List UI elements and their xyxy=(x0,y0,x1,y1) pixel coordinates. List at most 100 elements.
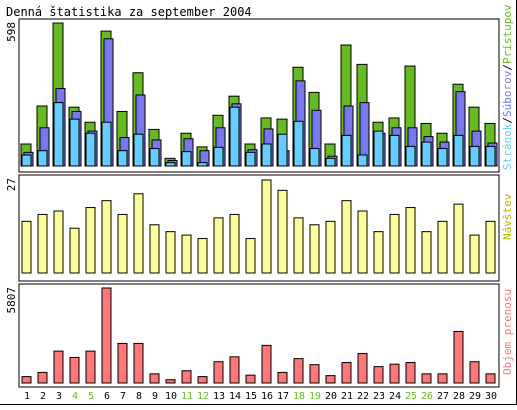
pages-bar-22 xyxy=(357,154,368,167)
chart-title: Denná štatistika za september 2004 xyxy=(6,5,252,19)
volume-bar-22 xyxy=(357,353,368,384)
pages-bar-28 xyxy=(453,134,464,167)
pages-bar-17 xyxy=(277,133,288,167)
ymax-label-volume: 5807 xyxy=(5,287,18,314)
pages-bar-14 xyxy=(229,106,240,167)
x-tick-label-23: 23 xyxy=(373,391,385,402)
x-tick-label-8: 8 xyxy=(136,391,142,402)
volume-bar-3 xyxy=(53,350,64,384)
volume-bar-9 xyxy=(149,373,160,384)
x-tick-label-13: 13 xyxy=(213,391,225,402)
x-tick-label-29: 29 xyxy=(469,391,481,402)
pages-bar-26 xyxy=(421,141,432,167)
volume-bar-30 xyxy=(485,373,496,384)
legend-hits-label: Prístupov xyxy=(501,4,514,64)
x-tick-label-24: 24 xyxy=(389,391,401,402)
bars-visits xyxy=(21,179,496,274)
legend-visits: Návštev xyxy=(501,193,514,240)
legend-pages: Stránok xyxy=(501,123,514,170)
volume-bar-23 xyxy=(373,366,384,384)
visits-bar-19 xyxy=(309,224,320,274)
pages-bar-6 xyxy=(101,121,112,167)
ymax-label-hits: 598 xyxy=(5,22,18,42)
legend-volume: Objem prenosu xyxy=(501,289,514,375)
volume-bar-18 xyxy=(293,358,304,384)
x-tick-label-28: 28 xyxy=(453,391,465,402)
volume-bar-4 xyxy=(69,356,80,384)
pages-bar-23 xyxy=(373,130,384,167)
visits-bar-14 xyxy=(229,213,240,274)
visits-bar-9 xyxy=(149,224,160,274)
visits-bar-6 xyxy=(101,200,112,274)
x-tick-label-7: 7 xyxy=(120,391,126,402)
volume-bar-25 xyxy=(405,362,416,384)
volume-bar-2 xyxy=(37,371,48,384)
volume-bar-15 xyxy=(245,374,256,384)
visits-bar-3 xyxy=(53,210,64,274)
panel-volume xyxy=(18,283,500,388)
pages-bar-18 xyxy=(293,120,304,167)
volume-bar-24 xyxy=(389,363,400,384)
x-tick-label-20: 20 xyxy=(325,391,337,402)
pages-bar-25 xyxy=(405,145,416,167)
pages-bar-30 xyxy=(485,145,496,167)
pages-bar-20 xyxy=(325,157,336,167)
pages-bar-11 xyxy=(181,151,192,167)
visits-bar-27 xyxy=(437,220,448,274)
pages-bar-7 xyxy=(117,150,128,167)
volume-bar-26 xyxy=(421,373,432,384)
x-tick-label-1: 1 xyxy=(24,391,30,402)
x-tick-label-14: 14 xyxy=(229,391,241,402)
x-axis-day-labels: 1 2 3 4 5 6 7 8 9 10 11 12 13 14 15 16 17 18 19 20 21 22 23 24 2… xyxy=(24,391,497,402)
volume-bar-7 xyxy=(117,342,128,384)
pages-bar-24 xyxy=(389,134,400,167)
visits-bar-13 xyxy=(213,217,224,274)
pages-bar-13 xyxy=(213,146,224,167)
x-tick-label-27: 27 xyxy=(437,391,449,402)
visits-bar-1 xyxy=(21,220,32,274)
visits-bar-28 xyxy=(453,203,464,274)
pages-bar-21 xyxy=(341,134,352,167)
pages-bar-10 xyxy=(165,162,176,167)
bars-hits-files-pages xyxy=(20,22,498,167)
x-tick-label-2: 2 xyxy=(40,391,46,402)
visits-bar-26 xyxy=(421,231,432,274)
visits-bar-2 xyxy=(37,213,48,274)
x-tick-label-6: 6 xyxy=(104,391,110,402)
legend-hits: Stránok/Súborov/Prístupov xyxy=(501,4,514,170)
volume-bar-29 xyxy=(469,361,480,384)
x-tick-label-10: 10 xyxy=(165,391,177,402)
pages-bar-19 xyxy=(309,148,320,167)
visits-bar-16 xyxy=(261,179,272,274)
visits-bar-20 xyxy=(325,220,336,274)
volume-bar-21 xyxy=(341,362,352,384)
visits-bar-29 xyxy=(469,234,480,274)
visits-bar-7 xyxy=(117,213,128,274)
visits-bar-8 xyxy=(133,193,144,274)
x-tick-label-5: 5 xyxy=(88,391,94,402)
volume-bar-1 xyxy=(21,376,32,384)
volume-bar-27 xyxy=(437,373,448,384)
x-tick-label-17: 17 xyxy=(277,391,289,402)
visits-bar-18 xyxy=(293,217,304,274)
volume-bar-20 xyxy=(325,375,336,384)
visits-bar-12 xyxy=(197,238,208,274)
pages-bar-3 xyxy=(53,102,64,167)
pages-bar-1 xyxy=(21,154,32,167)
visits-bar-22 xyxy=(357,210,368,274)
volume-bar-16 xyxy=(261,344,272,384)
visits-bar-4 xyxy=(69,227,80,274)
volume-bar-6 xyxy=(101,287,112,384)
bars-volume xyxy=(21,287,496,384)
volume-bar-11 xyxy=(181,370,192,384)
visits-bar-10 xyxy=(165,231,176,274)
volume-bar-5 xyxy=(85,350,96,384)
visits-bar-15 xyxy=(245,238,256,274)
pages-bar-12 xyxy=(197,162,208,167)
visits-bar-23 xyxy=(373,231,384,274)
volume-bar-17 xyxy=(277,371,288,384)
pages-bar-15 xyxy=(245,151,256,167)
pages-bar-29 xyxy=(469,145,480,167)
x-tick-label-3: 3 xyxy=(56,391,62,402)
